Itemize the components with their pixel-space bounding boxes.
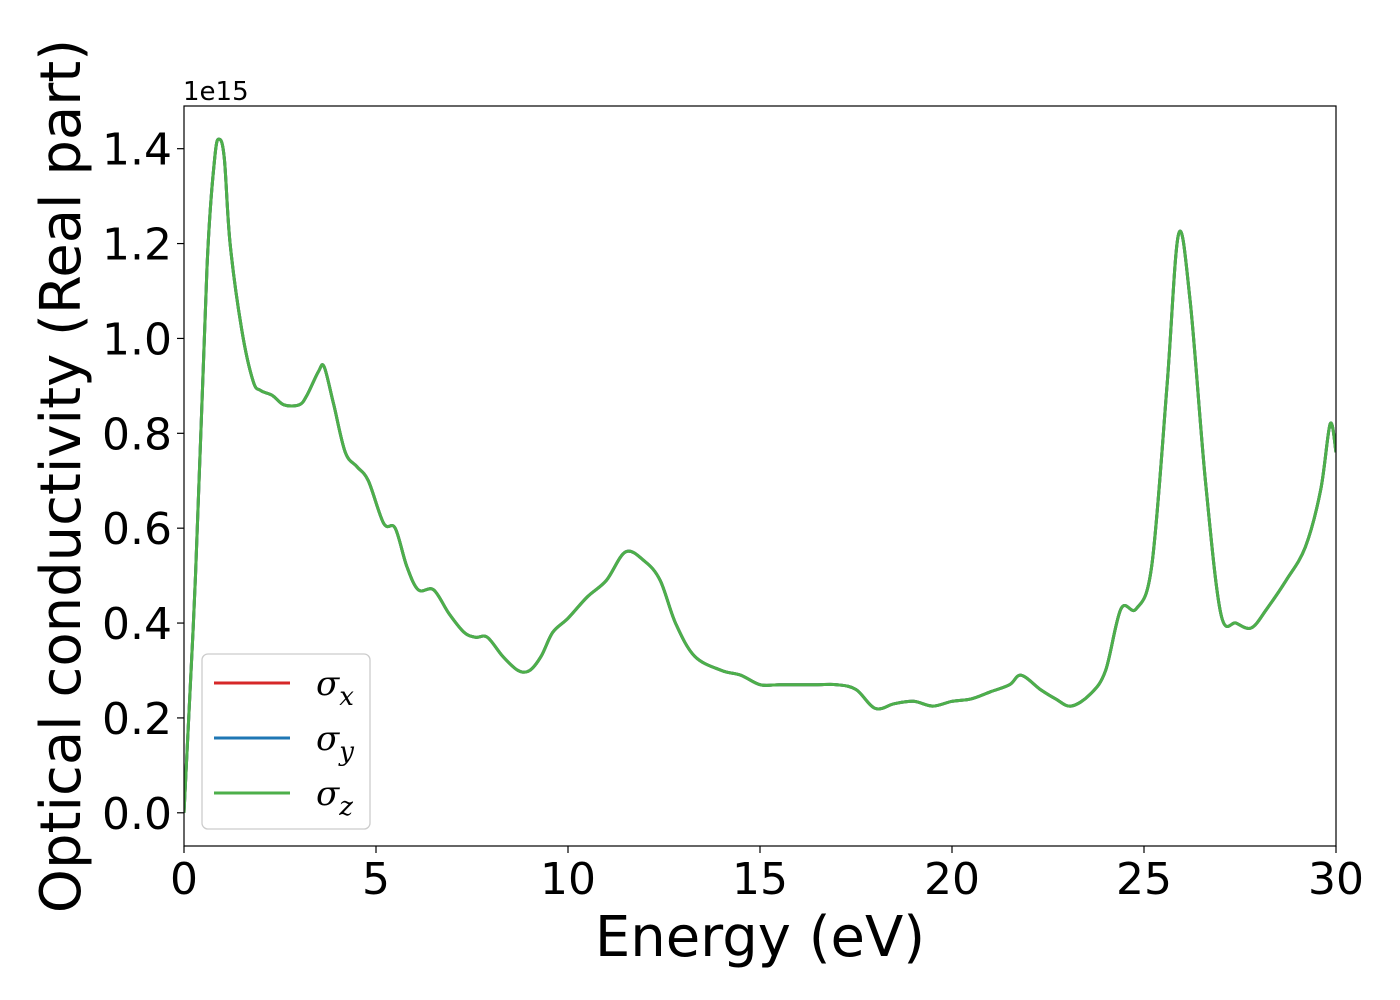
x-tick-label: 20: [924, 854, 980, 905]
y-tick-label: 0.6: [102, 504, 172, 555]
y-tick-label: 1.4: [102, 125, 172, 176]
x-axis-label: Energy (eV): [595, 905, 925, 970]
x-tick-label: 10: [540, 854, 596, 905]
y-tick-label: 1.2: [102, 220, 172, 271]
legend-label-sigma-x: σx: [316, 664, 354, 712]
plot-frame: [183, 105, 1337, 847]
x-tick-label: 25: [1116, 854, 1172, 905]
x-tick-label: 0: [170, 854, 198, 905]
legend: σx σy σz: [201, 653, 371, 830]
legend-label-sigma-y: σy: [316, 719, 354, 767]
series-lines: [184, 137, 1336, 813]
x-tick-label: 5: [362, 854, 390, 905]
y-tick-label: 1.0: [102, 314, 172, 365]
x-axis-ticks: 0 5 10 15 20 25 30: [170, 846, 1364, 905]
y-axis-offset-label: 1e15: [183, 77, 249, 107]
legend-box: [201, 653, 371, 830]
x-tick-label: 15: [732, 854, 788, 905]
y-axis-ticks: 0.0 0.2 0.4 0.6 0.8 1.0 1.2 1.4: [102, 125, 184, 840]
legend-label-sigma-z: σz: [316, 774, 353, 822]
y-tick-label: 0.0: [102, 789, 172, 840]
series-line-sigma-z: [184, 137, 1336, 813]
y-axis-label: Optical conductivity (Real part): [29, 39, 94, 913]
y-tick-label: 0.4: [102, 599, 172, 650]
y-tick-label: 0.2: [102, 694, 172, 745]
y-tick-label: 0.8: [102, 409, 172, 460]
x-tick-label: 30: [1308, 854, 1364, 905]
